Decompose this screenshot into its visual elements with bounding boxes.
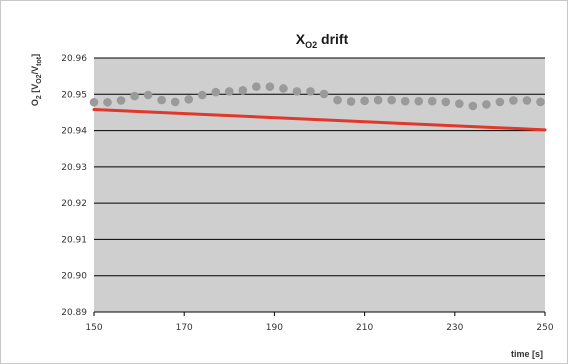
data-point [441,97,451,107]
data-point [509,96,518,105]
trend-line-layer [92,108,547,132]
data-point [184,95,194,104]
data-point [292,87,302,96]
data-point [414,96,424,106]
y-tick-label: 20.90 [61,272,87,282]
y-tick-label: 20.89 [61,308,87,318]
data-point [522,96,532,105]
y-tick-label: 20.92 [61,199,87,209]
trend-line [92,108,547,132]
data-point [333,95,342,105]
y-tick-label: 20.96 [61,54,87,64]
data-point [400,96,410,106]
data-point [89,97,99,107]
x-tick-labels: 150 170 190 210 230 250 [85,312,554,333]
data-point [468,101,478,111]
chart-title: XO2 drift [296,31,349,50]
data-point [238,85,248,95]
plot-area [94,58,545,312]
data-point [103,97,112,107]
data-point [170,97,180,107]
data-point [211,87,221,97]
x-tick-label: 190 [266,323,283,333]
y-tick-label: 20.94 [61,127,87,137]
y-tick-labels: 20.89 20.90 20.91 20.92 20.93 20.94 20.95 20.96 [61,54,87,318]
y-tick-label: 20.95 [61,90,87,100]
data-point [427,96,437,106]
data-point [319,89,329,99]
data-point [143,90,153,100]
data-point [482,100,491,109]
data-point [225,87,234,96]
y-tick-label: 20.93 [61,163,87,173]
y-axis-label: O2 [VO2/Vtot] [30,54,43,106]
data-point [279,84,288,93]
data-point [455,99,464,109]
data-point [495,97,505,107]
x-tick-label: 170 [176,323,193,333]
data-point [130,91,139,101]
data-point [252,82,261,91]
data-point [373,95,383,105]
x-tick-label: 150 [85,323,102,333]
data-point [306,87,315,96]
x-tick-label: 210 [356,323,373,333]
x-tick-label: 230 [446,323,463,333]
data-point [116,96,126,105]
data-points-layer [89,82,545,111]
x-tick-label: 250 [536,323,553,333]
data-point [197,90,207,100]
data-point [346,97,356,106]
grid-lines [94,57,545,313]
x-axis-label: time [s] [511,349,543,359]
data-point [157,95,166,105]
data-point [387,95,396,105]
y-tick-label: 20.91 [61,235,87,245]
data-point [360,96,369,106]
data-point [536,97,545,107]
data-point [265,82,275,91]
